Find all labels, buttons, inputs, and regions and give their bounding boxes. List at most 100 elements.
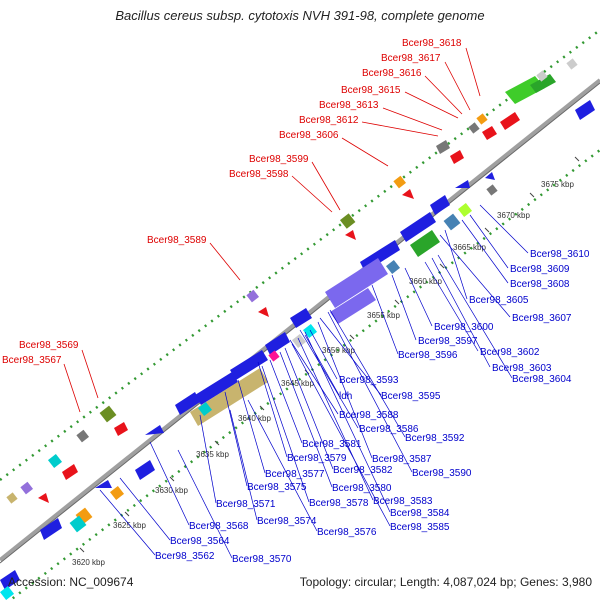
- gene-feature: [450, 150, 464, 164]
- gene-feature: [482, 126, 497, 140]
- gene-feature: [38, 493, 49, 503]
- gene-label: Bcer98_3569: [19, 340, 79, 351]
- tick-label: 3640 kbp: [238, 414, 271, 423]
- gene-label: Bcer98_3571: [216, 499, 276, 510]
- gene-feature: [95, 480, 112, 488]
- gene-feature: [302, 323, 318, 339]
- gene-feature: [476, 113, 488, 125]
- gene-feature: [468, 122, 480, 134]
- gene-label: Bcer98_3597: [418, 336, 478, 347]
- gene-feature: [109, 485, 125, 501]
- gene-feature: [20, 481, 34, 495]
- gene-label: Bcer98_3599: [249, 154, 309, 165]
- gene-feature: [500, 112, 520, 130]
- gene-label: Bcer98_3610: [530, 249, 590, 260]
- gene-label: Bcer98_3564: [170, 536, 230, 547]
- gene-label: Bcer98_3576: [317, 527, 377, 538]
- gene-feature: [175, 392, 200, 415]
- gene-feature: [402, 189, 414, 199]
- gene-feature: [385, 259, 401, 275]
- gene-feature: [40, 518, 62, 540]
- gene-label: Bcer98_3583: [373, 496, 433, 507]
- gene-label: Bcer98_3595: [381, 391, 441, 402]
- gene-feature: [410, 230, 440, 257]
- gene-label: Bcer98_3562: [155, 551, 215, 562]
- gene-feature: [575, 100, 595, 120]
- gene-label: Bcer98_3582: [333, 465, 393, 476]
- blue-leader-lines: [99, 204, 529, 559]
- red-leader-lines: [63, 47, 481, 413]
- gene-label: Bcer98_3568: [189, 521, 249, 532]
- gene-label: Bcer98_3606: [279, 130, 339, 141]
- gene-feature: [443, 213, 461, 231]
- gene-feature: [436, 140, 450, 154]
- gene-feature: [339, 213, 356, 229]
- gene-label: Bcer98_3608: [510, 279, 570, 290]
- gene-feature: [536, 70, 548, 82]
- gene-label: Bcer98_3567: [2, 355, 62, 366]
- inner-track-guide: [8, 149, 600, 600]
- gene-label: Bcer98_3578: [309, 498, 369, 509]
- tick-label: 3670 kbp: [497, 211, 530, 220]
- gene-label: Bcer98_3588: [339, 410, 399, 421]
- gene-feature: [393, 175, 407, 189]
- forward-strand-features: [6, 58, 578, 504]
- gene-label: Bcer98_3598: [229, 169, 289, 180]
- gene-label: Bcer98_3586: [359, 424, 419, 435]
- gene-label: Bcer98_3577: [265, 469, 325, 480]
- tick-label: 3660 kbp: [409, 277, 442, 286]
- accession-text: Accession: NC_009674: [8, 575, 134, 589]
- gene-feature: [566, 58, 578, 70]
- tick-label: 3630 kbp: [155, 486, 188, 495]
- gene-label: Bcer98_3604: [512, 374, 572, 385]
- gene-feature: [345, 230, 356, 240]
- gene-label: Bcer98_3609: [510, 264, 570, 275]
- gene-label: Bcer98_3579: [287, 453, 347, 464]
- gene-label: Bcer98_3615: [341, 85, 401, 96]
- gene-feature: [0, 585, 15, 600]
- reverse-strand-features: [0, 100, 595, 600]
- gene-label: Bcer98_3587: [372, 454, 432, 465]
- gene-feature: [457, 202, 473, 218]
- gene-feature: [197, 401, 213, 417]
- gene-feature: [330, 288, 376, 324]
- gene-feature: [268, 350, 280, 362]
- gene-feature: [69, 515, 87, 533]
- gene-feature: [455, 180, 470, 188]
- gene-label: Bcer98_3570: [232, 554, 292, 565]
- gene-feature: [258, 307, 269, 317]
- gene-label: Bcer98_3574: [257, 516, 317, 527]
- gene-feature: [486, 184, 498, 196]
- tick-label: 3650 kbp: [322, 346, 355, 355]
- tick-label: 3620 kbp: [72, 558, 105, 567]
- gene-feature: [0, 570, 20, 590]
- gene-label: Bcer98_3581: [302, 439, 362, 450]
- gene-label: Bcer98_3612: [299, 115, 359, 126]
- tick-label: 3645 kbp: [281, 379, 314, 388]
- gene-feature: [265, 332, 290, 355]
- outer-track-guide: [0, 29, 600, 481]
- gene-feature: [230, 350, 268, 380]
- gene-feature: [246, 289, 260, 303]
- gene-label: Bcer98_3584: [390, 508, 450, 519]
- tick-label: 3675 kbp: [541, 180, 574, 189]
- gene-feature: [290, 308, 312, 328]
- gene-feature: [145, 425, 164, 435]
- gene-feature: [99, 405, 117, 423]
- gene-label: Bcer98_3600: [434, 322, 494, 333]
- map-title: Bacillus cereus subsp. cytotoxis NVH 391…: [115, 8, 485, 23]
- gene-feature: [400, 212, 436, 242]
- genome-summary-text: Topology: circular; Length: 4,087,024 bp…: [299, 575, 592, 589]
- gene-feature: [430, 195, 450, 215]
- tick-label: 3635 kbp: [196, 450, 229, 459]
- gene-label: Bcer98_3580: [332, 483, 392, 494]
- gene-feature: [485, 172, 495, 180]
- gene-label: Bcer98_3613: [319, 100, 379, 111]
- scale-ticks: [79, 156, 580, 553]
- gene-label: Bcer98_3575: [247, 482, 307, 493]
- gene-feature: [6, 492, 18, 504]
- gene-label: Bcer98_3605: [469, 295, 529, 306]
- gene-feature: [76, 429, 90, 443]
- gene-feature: [114, 422, 128, 436]
